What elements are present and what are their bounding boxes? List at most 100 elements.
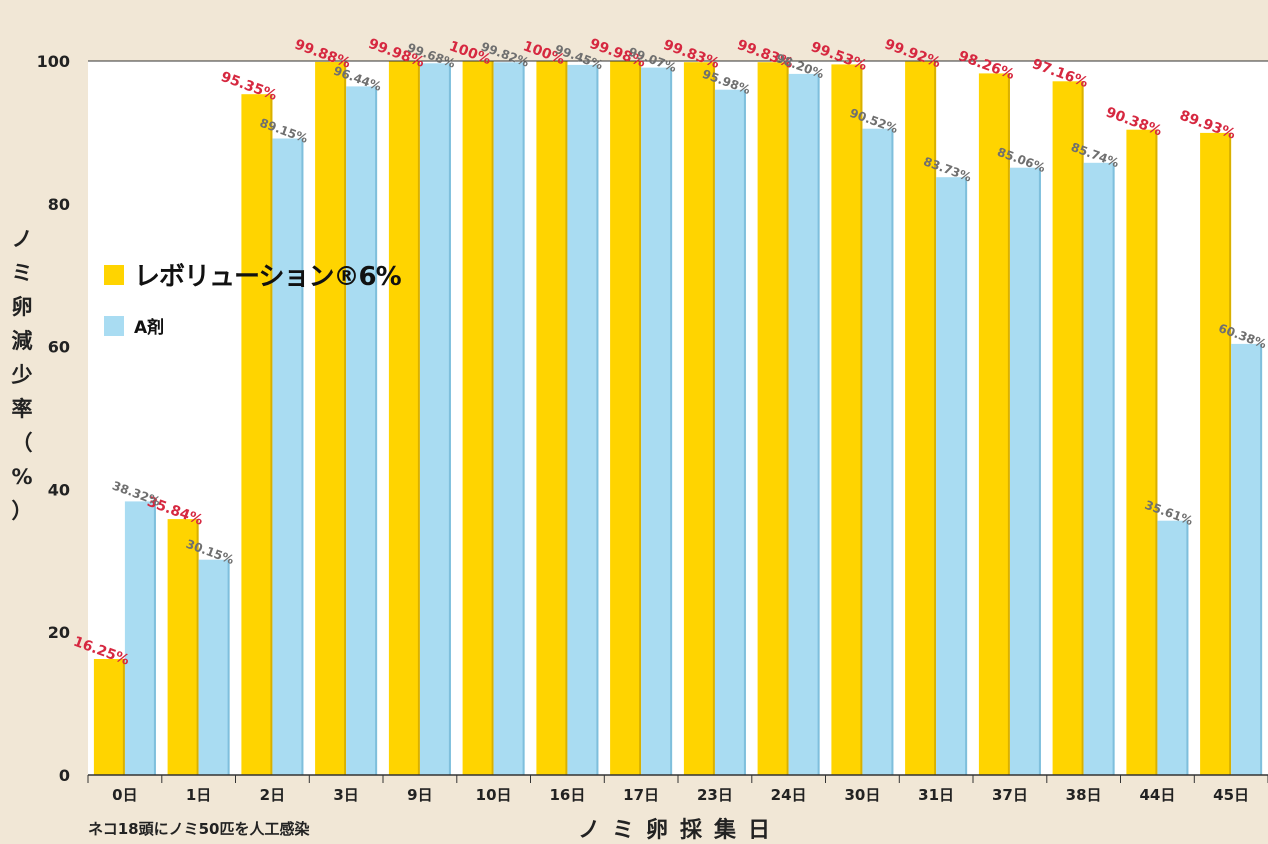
bar-shade-series1 (1155, 129, 1158, 775)
y-tick-label: 0 (59, 766, 70, 785)
bar-series1 (241, 94, 273, 775)
bar-shade-series2 (448, 63, 451, 776)
bar-series1 (536, 61, 568, 775)
y-axis-title-char: （ (11, 431, 33, 455)
x-tick-label: 45日 (1213, 786, 1249, 804)
bar-series2 (641, 67, 673, 776)
bar-shade-series1 (491, 61, 494, 775)
x-tick-label: 24日 (771, 786, 807, 804)
bar-series2 (1231, 343, 1263, 775)
bar-shade-series2 (817, 73, 820, 775)
y-axis-title-char: ノ (11, 227, 33, 251)
bar-series1 (315, 61, 347, 775)
x-tick-label: 10日 (476, 786, 512, 804)
bar-series2 (1009, 167, 1041, 775)
bar-shade-series2 (301, 138, 304, 775)
bar-series2 (346, 86, 378, 775)
bar-series2 (272, 138, 304, 775)
bar-shade-series1 (344, 61, 347, 775)
bar-series1 (683, 62, 715, 775)
y-axis-title: ノミ卵減少率 （% ） (10, 222, 34, 528)
footnote: ネコ18頭にノミ50匹を人工感染 (88, 820, 310, 838)
legend-label-series1: レボリューション®6% (134, 262, 402, 292)
bar-series1 (610, 61, 642, 776)
bar-shade-series2 (1186, 520, 1189, 775)
bar-series2 (788, 73, 820, 775)
x-tick-label: 16日 (549, 786, 585, 804)
y-tick-label: 100 (37, 52, 70, 71)
x-tick-label: 23日 (697, 786, 733, 804)
bar-series1 (1052, 81, 1084, 776)
y-axis-title-char: 少 (11, 363, 33, 387)
legend: レボリューション®6% A剤 (104, 256, 402, 358)
y-axis-title-char: ミ (11, 261, 33, 285)
y-tick-label: 60 (48, 338, 70, 357)
x-tick-label: 37日 (992, 786, 1028, 804)
bar-shade-series2 (965, 177, 968, 775)
bar-series2 (1157, 520, 1189, 775)
bar-shade-series1 (122, 659, 125, 775)
y-tick-label: 20 (48, 623, 70, 642)
bar-series2 (936, 177, 968, 775)
legend-swatch-series1 (104, 264, 124, 285)
bar-shade-series1 (712, 62, 715, 775)
x-tick-label: 30日 (844, 786, 880, 804)
bar-shade-series1 (934, 61, 937, 776)
bar-series1 (167, 519, 199, 775)
bar-series1 (93, 659, 125, 775)
bar-series2 (493, 62, 525, 776)
bar-series2 (1083, 162, 1115, 776)
legend-swatch-series2 (104, 315, 124, 336)
bar-series1 (388, 61, 420, 776)
axes-group: 0 20 40 60 80 100 0日 1日 2日 3日 9日 10日 16日 17日 23日 24日 30日… (37, 52, 1268, 804)
x-tick-label: 44日 (1139, 786, 1175, 804)
x-tick-label: 17日 (623, 786, 659, 804)
bar-series2 (862, 128, 894, 775)
bar-shade-series1 (417, 61, 420, 776)
bar-shade-series2 (596, 64, 599, 775)
y-axis-title-char: 率 (11, 397, 33, 421)
y-axis-title-char: % (11, 465, 33, 489)
y-axis-title-char: 卵 (11, 295, 33, 319)
bar-series2 (124, 501, 156, 775)
bar-shade-series2 (522, 62, 525, 776)
x-tick-label: 3日 (333, 786, 358, 804)
legend-label-series2: A剤 (134, 318, 165, 338)
x-tick-label: 31日 (918, 786, 954, 804)
bar-shade-series2 (1260, 343, 1263, 775)
legend-item-series2: A剤 (104, 313, 401, 338)
bar-shade-series1 (270, 94, 273, 775)
bar-shade-series2 (375, 86, 378, 775)
x-tick-label: 2日 (260, 786, 285, 804)
x-tick-label: 9日 (407, 786, 432, 804)
bar-shade-series2 (891, 128, 894, 775)
bar-shade-series1 (860, 64, 863, 775)
bar-series2 (198, 559, 230, 775)
bar-shade-series1 (196, 519, 199, 775)
bar-shade-series1 (1007, 73, 1010, 775)
bar-shade-series2 (1112, 162, 1115, 776)
y-axis-title-char: 減 (11, 329, 33, 353)
bar-series1 (1126, 129, 1158, 775)
bar-shade-series1 (639, 61, 642, 776)
bar-shade-series2 (670, 67, 673, 776)
bar-series1 (905, 61, 937, 776)
bar-shade-series1 (786, 62, 789, 775)
bar-shade-series2 (743, 89, 746, 775)
bar-shade-series2 (1038, 167, 1041, 775)
x-tick-label: 0日 (112, 786, 137, 804)
bar-series2 (567, 64, 599, 775)
x-tick-label: 38日 (1066, 786, 1102, 804)
x-tick-label: 1日 (186, 786, 211, 804)
bar-series1 (1200, 132, 1232, 775)
y-tick-label: 40 (48, 480, 70, 499)
bar-shade-series1 (1229, 132, 1232, 775)
bar-series1 (831, 64, 863, 775)
bar-series1 (978, 73, 1010, 775)
legend-item-series1: レボリューション®6% (104, 256, 402, 293)
y-axis-title-char: ） (11, 499, 33, 523)
bar-shade-series1 (565, 61, 568, 775)
bar-series1 (462, 61, 494, 775)
